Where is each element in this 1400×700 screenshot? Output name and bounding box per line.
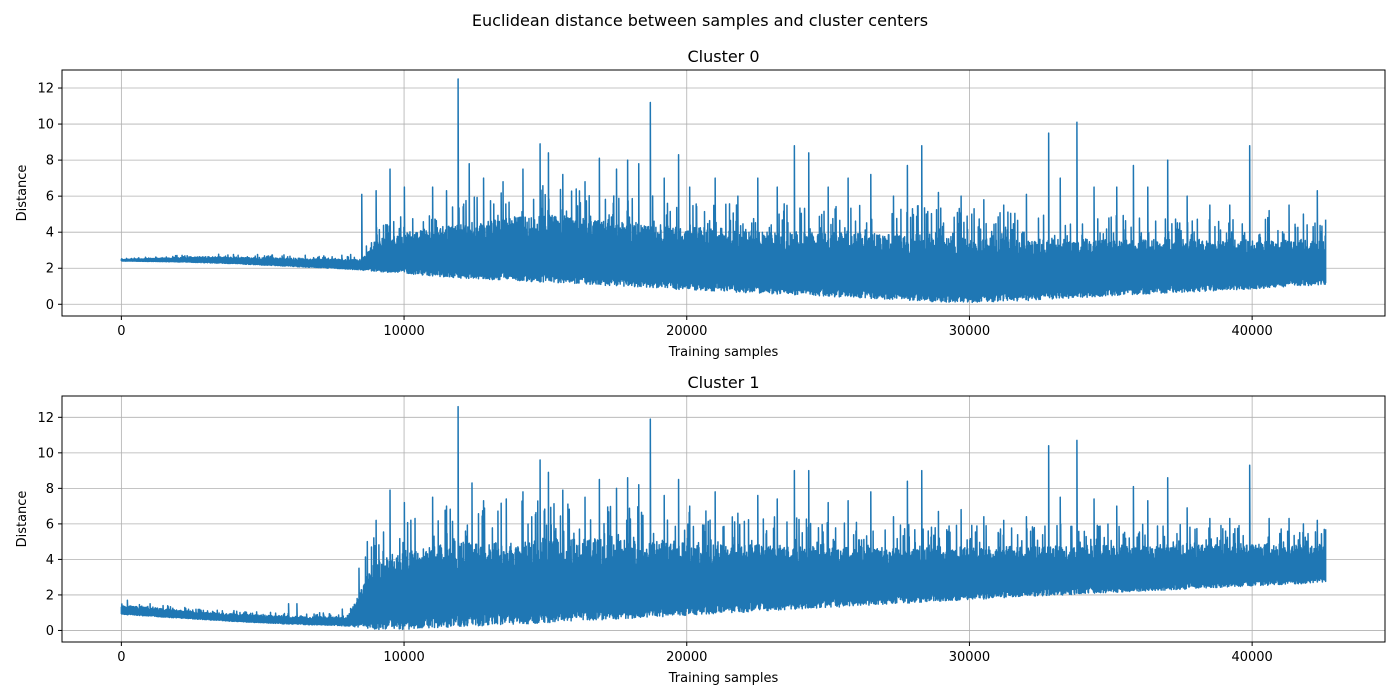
x-tick-label-4: 40000 (1231, 324, 1272, 339)
x-tick-label-0: 0 (117, 324, 125, 339)
figure-title: Euclidean distance between samples and c… (471, 11, 929, 30)
y-tick-label-1: 2 (46, 262, 54, 277)
y-tick-label-0: 0 (46, 298, 54, 313)
series-line-0 (120, 78, 1327, 304)
y-axis-title: Distance (15, 491, 30, 548)
cluster-0-plot: 0 10000 20000 30000 40000 0 2 4 6 8 10 12 Cluster 0 T… (15, 47, 1386, 360)
y-tick-label-2: 4 (46, 226, 54, 241)
y-tick-label-5: 10 (37, 118, 54, 133)
x-tick-label-2: 20000 (666, 650, 707, 665)
x-axis-title: Training samples (668, 345, 779, 360)
y-tick-label-6: 12 (37, 82, 54, 97)
x-tick-label-0: 0 (117, 650, 125, 665)
y-tick-label-5: 10 (37, 446, 54, 461)
y-tick-label-2: 4 (46, 553, 54, 568)
x-tick-label-3: 30000 (949, 650, 990, 665)
y-tick-label-3: 6 (46, 517, 54, 532)
cluster-1-plot: 0 10000 20000 30000 40000 0 2 4 6 8 10 12 Cluster 1 T… (15, 373, 1386, 686)
axes-frame (61, 69, 1386, 317)
series-line-0 (120, 405, 1327, 631)
x-tick-label-2: 20000 (666, 324, 707, 339)
y-tick-label-4: 8 (46, 482, 54, 497)
x-tick-label-1: 10000 (383, 650, 424, 665)
y-axis-title: Distance (15, 165, 30, 222)
y-tick-label-4: 8 (46, 154, 54, 169)
y-tick-label-3: 6 (46, 190, 54, 205)
x-axis-title: Training samples (668, 671, 779, 686)
x-tick-label-1: 10000 (383, 324, 424, 339)
panel-title: Cluster 1 (687, 373, 759, 392)
y-tick-label-0: 0 (46, 624, 54, 639)
panel-title: Cluster 0 (687, 47, 759, 66)
axes-frame (61, 395, 1386, 643)
x-tick-label-3: 30000 (949, 324, 990, 339)
y-tick-label-6: 12 (37, 411, 54, 426)
x-tick-label-4: 40000 (1231, 650, 1272, 665)
y-tick-label-1: 2 (46, 588, 54, 603)
